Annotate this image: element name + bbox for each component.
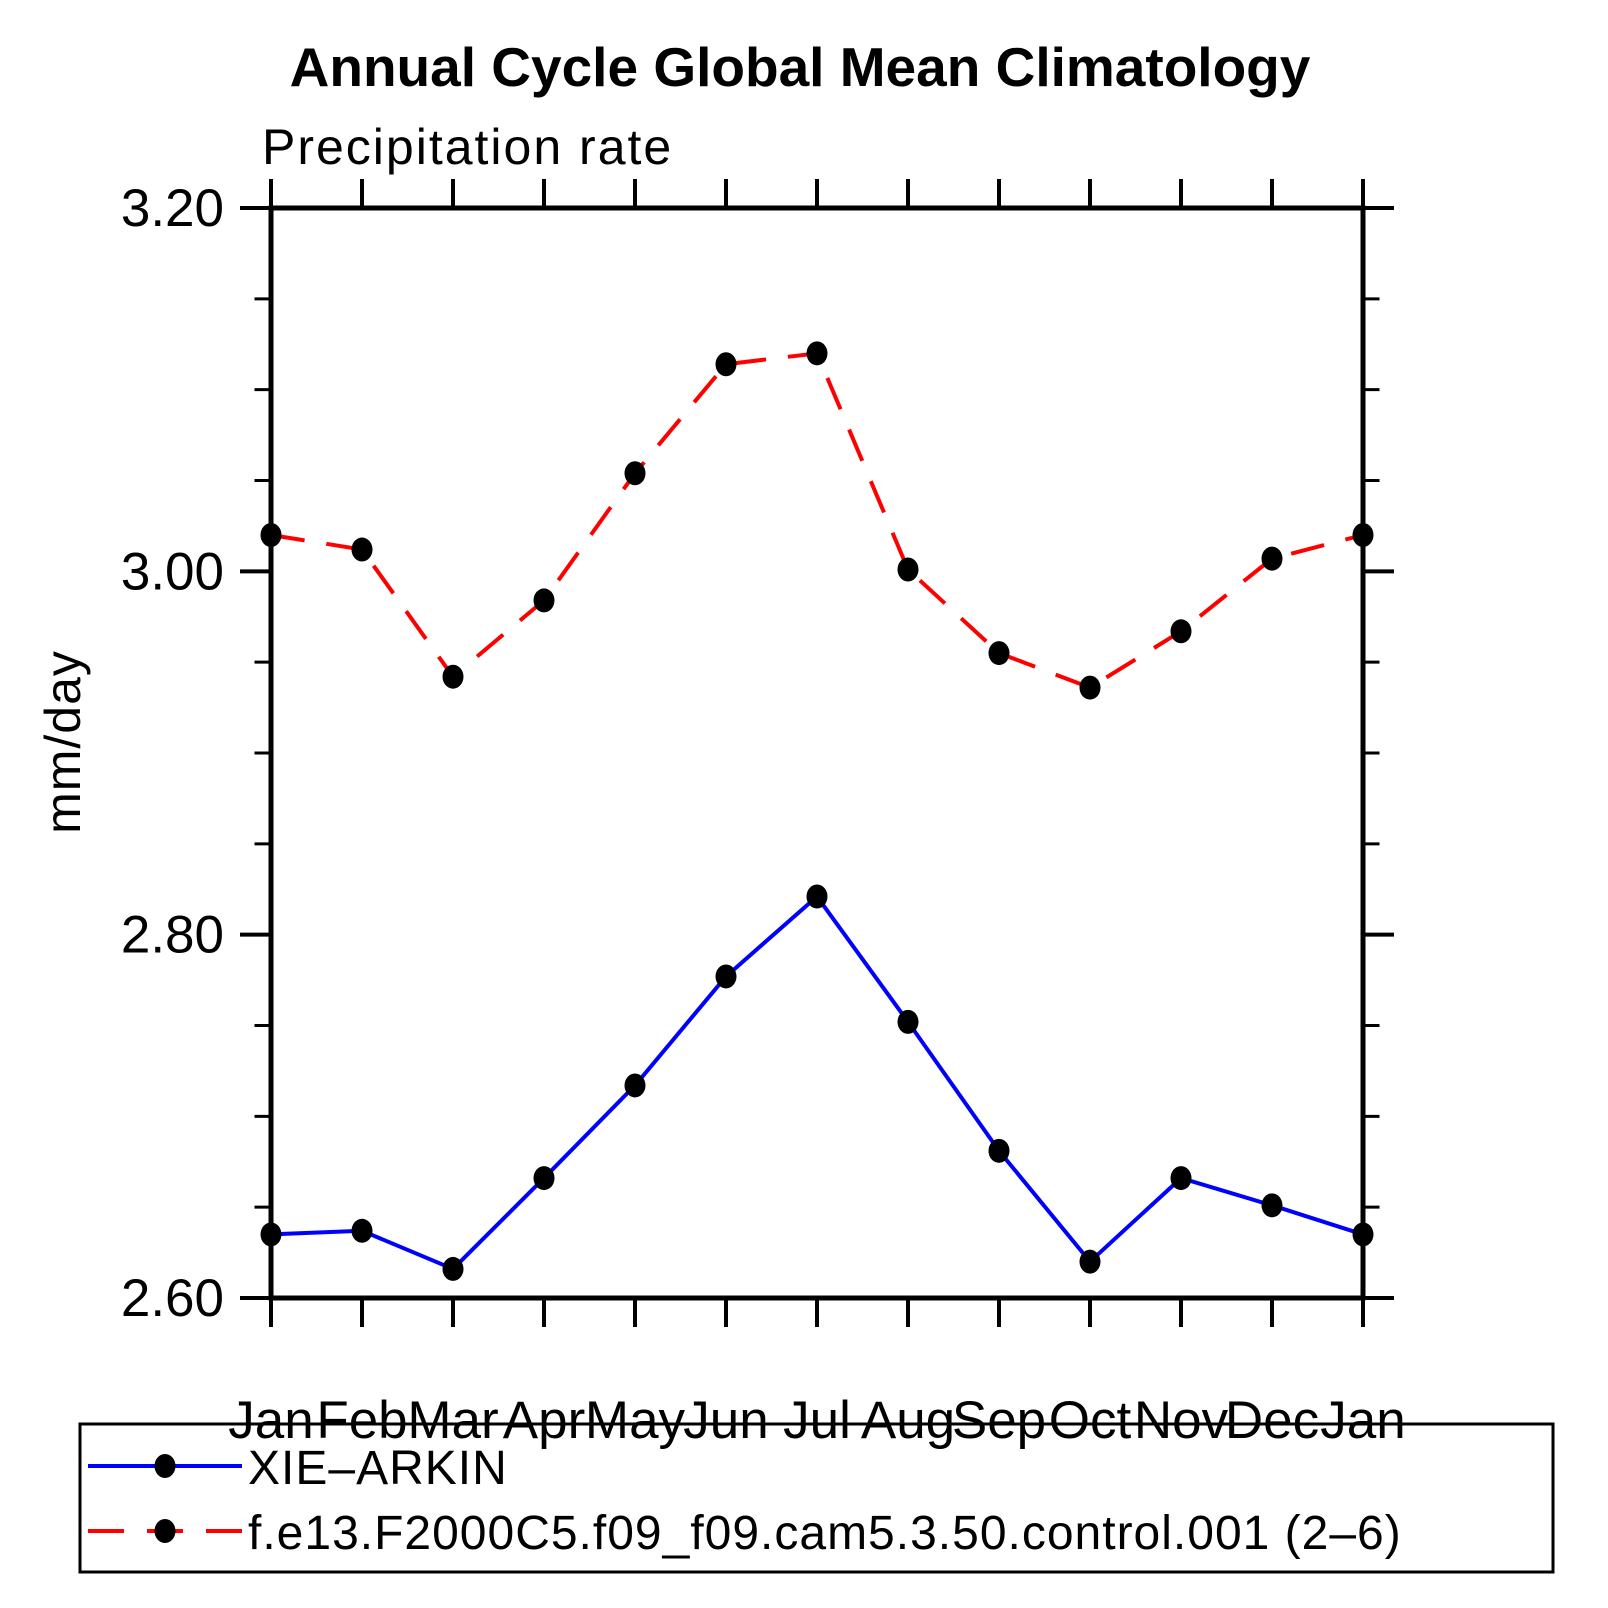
y-tick-label: 3.00 [121, 542, 224, 601]
y-axis-label: mm/day [35, 650, 91, 834]
data-point-series-1 [624, 461, 646, 486]
data-point-series-1 [988, 641, 1010, 666]
y-tick-label: 3.20 [121, 179, 224, 238]
data-point-series-0 [988, 1138, 1010, 1163]
month-label: Sep [952, 1391, 1046, 1450]
legend-entry-model: f.e13.F2000C5.f09_f09.cam5.3.50.control.… [88, 1507, 1402, 1560]
data-point-series-1 [1170, 619, 1192, 644]
data-point-series-0 [715, 964, 737, 989]
data-point-series-1 [260, 523, 282, 547]
month-label: Oct [1049, 1391, 1132, 1450]
month-label: Mar [407, 1391, 498, 1450]
month-label: Feb [316, 1391, 407, 1450]
data-point-series-1 [715, 352, 737, 377]
data-point-series-1 [806, 341, 828, 366]
data-point-series-0 [442, 1256, 464, 1281]
data-point-series-0 [1261, 1193, 1283, 1218]
chart-subtitle: Precipitation rate [262, 119, 673, 175]
data-point-series-1 [533, 588, 555, 613]
data-point-series-0 [1170, 1166, 1192, 1191]
legend-marker-icon [154, 1519, 176, 1543]
month-label: Dec [1225, 1391, 1319, 1450]
data-point-series-1 [1261, 546, 1283, 571]
month-label: Nov [1134, 1391, 1229, 1450]
legend-label-xie-arkin: XIE–ARKIN [248, 1442, 508, 1495]
data-point-series-0 [351, 1218, 373, 1243]
data-point-series-1 [351, 537, 373, 562]
legend-entry-xie-arkin: XIE–ARKIN [88, 1442, 508, 1495]
month-label: Jan [1320, 1391, 1405, 1450]
data-point-series-1 [442, 664, 464, 689]
data-point-series-0 [806, 884, 828, 909]
data-point-series-0 [533, 1166, 555, 1191]
data-point-series-0 [1352, 1222, 1374, 1247]
chart-title: Annual Cycle Global Mean Climatology [290, 36, 1311, 98]
legend-label-model: f.e13.F2000C5.f09_f09.cam5.3.50.control.… [248, 1507, 1402, 1560]
y-tick-label: 2.60 [121, 1269, 224, 1328]
month-label: Apr [503, 1391, 585, 1450]
month-label: Jul [783, 1391, 851, 1450]
data-point-series-0 [260, 1222, 282, 1247]
data-point-series-0 [897, 1009, 919, 1034]
legend-box [78, 1422, 1555, 1574]
data-point-series-0 [624, 1073, 646, 1098]
data-point-series-1 [1079, 675, 1101, 700]
legend-marker-icon [154, 1454, 176, 1478]
series-line-1 [270, 351, 1364, 690]
legend: XIE–ARKIN f.e13.F2000C5.f09_f09.cam5.3.5… [78, 1422, 1555, 1574]
month-label: Jun [683, 1391, 768, 1450]
month-label: Jan [228, 1391, 313, 1450]
series-line-0 [270, 894, 1364, 1271]
month-label: Aug [861, 1391, 955, 1450]
data-point-series-1 [1352, 523, 1374, 547]
data-point-series-0 [1079, 1249, 1101, 1274]
month-label: May [585, 1391, 686, 1450]
y-tick-label: 2.80 [121, 906, 224, 965]
data-point-series-1 [897, 557, 919, 582]
